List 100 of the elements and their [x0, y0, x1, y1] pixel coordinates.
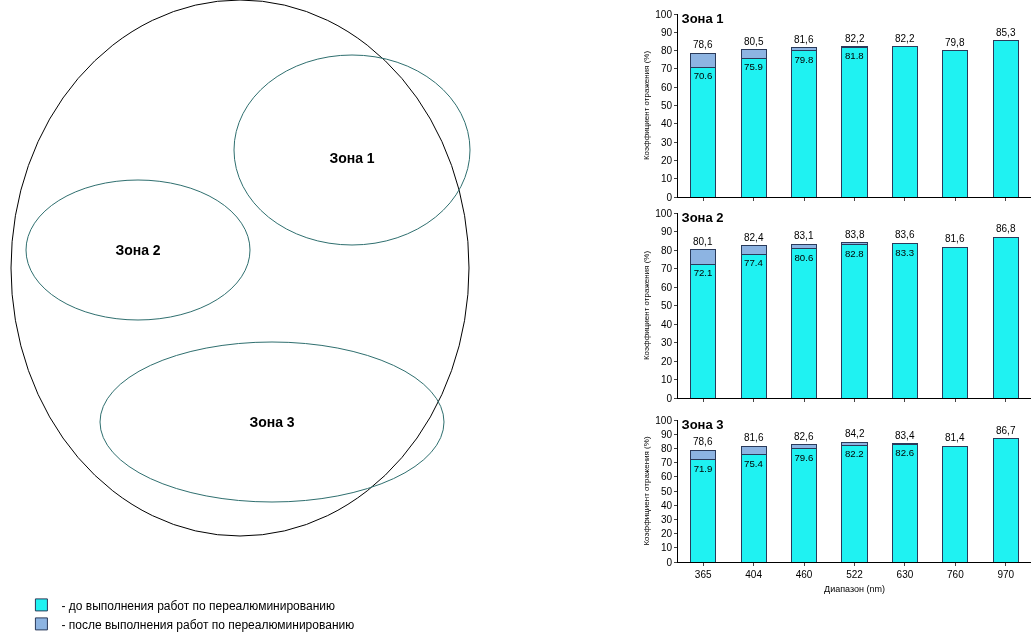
y-tick-label: 50 [660, 485, 673, 497]
y-tick-label: 90 [660, 26, 673, 38]
bar [992, 438, 1019, 562]
y-tick-label: 100 [655, 207, 673, 219]
x-tick-label: 522 [846, 569, 864, 580]
total-label: 86,8 [996, 223, 1016, 234]
data-label: 75.4 [744, 457, 764, 469]
y-tick-label: 0 [666, 556, 673, 568]
y-tick-label: 10 [660, 374, 673, 385]
y-tick-label: 10 [660, 173, 673, 185]
bar [992, 40, 1019, 197]
y-tick-label: 60 [660, 81, 673, 93]
bar [992, 236, 1019, 398]
y-tick-label: 40 [660, 318, 673, 330]
data-label: 83.3 [895, 246, 915, 258]
chart-title: Зона 1 [681, 11, 724, 27]
y-tick-label: 90 [660, 428, 673, 440]
data-label: 79.6 [794, 451, 814, 463]
y-tick-label: 50 [660, 300, 673, 311]
x-tick-label: 970 [997, 569, 1015, 580]
y-tick-label: 30 [660, 337, 673, 348]
total-label: 78,6 [693, 39, 713, 50]
y-tick-label: 70 [660, 457, 673, 469]
y-tick-label: 100 [655, 414, 673, 426]
y-tick-label: 80 [660, 244, 673, 256]
total-label: 83,6 [895, 229, 915, 240]
y-tick-label: 40 [660, 118, 673, 130]
y-tick-label: 60 [660, 281, 673, 293]
y-tick-label: 0 [666, 392, 673, 404]
y-tick-label: 80 [660, 442, 673, 454]
y-tick-label: 20 [660, 528, 673, 540]
y-tick-label: 70 [660, 63, 673, 75]
y-tick-label: 30 [660, 513, 673, 525]
total-label: 81,4 [945, 432, 965, 443]
bar [891, 243, 919, 398]
y-axis-title: Коэффициент отражения (%) [642, 50, 652, 161]
total-label: 79,8 [945, 37, 965, 48]
y-tick-label: 40 [660, 499, 673, 511]
data-label: 81.8 [844, 50, 864, 61]
chart-title: Зона 2 [681, 210, 724, 226]
total-label: 82,2 [895, 33, 915, 44]
total-label: 81,6 [744, 432, 764, 443]
legend-label: - после выполнения работ по переалюминированию [61, 617, 355, 632]
bar [942, 246, 969, 398]
bar [790, 248, 818, 398]
bar [790, 50, 818, 197]
y-tick-label: 20 [660, 355, 673, 367]
bar [891, 444, 919, 562]
y-tick-label: 50 [660, 100, 673, 111]
total-label: 83,1 [794, 230, 814, 241]
data-label: 82.8 [844, 247, 864, 259]
total-label: 80,1 [693, 236, 713, 247]
total-label: 81,6 [945, 233, 965, 244]
bar [790, 448, 818, 562]
total-label: 85,3 [996, 27, 1016, 38]
total-label: 82,2 [845, 33, 865, 44]
data-label: 82.6 [895, 447, 915, 459]
y-tick-label: 0 [666, 191, 673, 203]
data-label: 70.6 [693, 70, 713, 82]
total-label: 84,2 [845, 428, 865, 439]
data-label: 71.9 [693, 462, 713, 474]
y-tick-label: 80 [660, 45, 673, 57]
x-tick-label: 760 [947, 569, 965, 580]
bar [942, 50, 969, 197]
total-label: 82,4 [744, 232, 764, 243]
total-label: 78,6 [693, 436, 713, 447]
x-axis-title: Диапазон (nm) [824, 583, 885, 594]
bar [942, 445, 969, 562]
data-label: 79.8 [794, 53, 814, 65]
y-tick-label: 70 [660, 263, 673, 274]
total-label: 86,7 [996, 425, 1016, 436]
y-tick-label: 20 [660, 154, 673, 166]
legend-label: - до выполнения работ по переалюминированию [61, 598, 336, 613]
data-label: 80.6 [794, 251, 814, 263]
total-label: 82,6 [794, 431, 814, 442]
y-tick-label: 10 [660, 542, 673, 554]
x-tick-label: 404 [745, 569, 763, 580]
y-axis-title: Коэффициент отражения (%) [642, 250, 652, 361]
data-label: 72.1 [693, 267, 713, 279]
x-tick-label: 365 [694, 569, 712, 580]
y-tick-label: 90 [660, 226, 673, 237]
text: Зона 2 [115, 242, 161, 258]
text: Зона 3 [249, 414, 295, 430]
bar [891, 46, 919, 197]
y-tick-label: 60 [660, 471, 673, 483]
bar [841, 46, 868, 197]
total-label: 83,8 [845, 229, 865, 240]
data-label: 75.9 [744, 60, 763, 72]
total-label: 83,4 [895, 430, 915, 441]
text: Зона 1 [329, 150, 375, 166]
bar [841, 444, 868, 562]
y-tick-label: 30 [660, 136, 673, 148]
x-tick-label: 460 [795, 569, 813, 580]
chart-title: Зона 3 [681, 417, 724, 433]
x-tick-label: 630 [896, 569, 914, 580]
total-label: 81,6 [794, 34, 814, 45]
total-label: 80,5 [744, 36, 764, 47]
y-tick-label: 100 [655, 8, 673, 20]
bar [841, 244, 868, 398]
data-label: 82.2 [844, 447, 864, 459]
